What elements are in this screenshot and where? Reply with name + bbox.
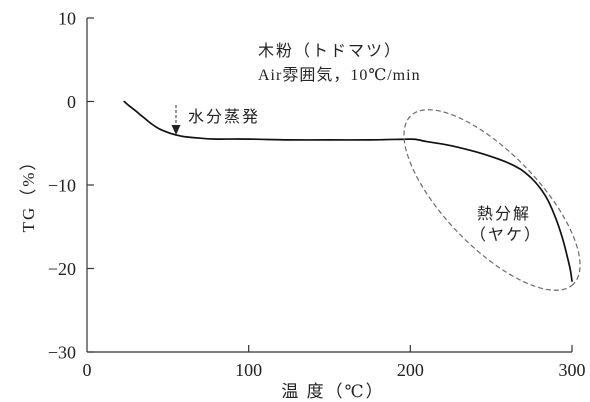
decomposition-label: 熱分解 bbox=[477, 205, 531, 223]
tick-marks bbox=[87, 17, 573, 353]
x-tick-label: 0 bbox=[83, 360, 92, 380]
x-axis-title: 温 度（℃） bbox=[281, 382, 384, 401]
moisture-arrow bbox=[171, 105, 181, 135]
x-tick-label: 100 bbox=[235, 360, 262, 380]
x-tick-label: 300 bbox=[559, 360, 586, 380]
conditions-label: Air雰囲気，10℃/min bbox=[258, 66, 421, 84]
y-axis-title: TG（%） bbox=[19, 152, 38, 233]
y-tick-label: −10 bbox=[48, 175, 76, 195]
moisture-arrow-head bbox=[171, 125, 181, 135]
sample-label: 木粉（トドマツ） bbox=[258, 42, 402, 60]
y-tick-label: −20 bbox=[48, 259, 76, 279]
decomposition-note-label: （ヤケ） bbox=[470, 226, 542, 244]
tick-labels: 100−10−20−300 100 200 300 bbox=[48, 8, 586, 380]
y-tick-label: −30 bbox=[48, 342, 76, 362]
y-tick-label: 10 bbox=[58, 8, 76, 28]
y-tick-label: 0 bbox=[67, 92, 76, 112]
moisture-evaporation-label: 水分蒸発 bbox=[188, 108, 260, 126]
decomposition-region-outline bbox=[403, 109, 581, 291]
tg-curve bbox=[123, 100, 573, 282]
x-tick-label: 200 bbox=[397, 360, 424, 380]
